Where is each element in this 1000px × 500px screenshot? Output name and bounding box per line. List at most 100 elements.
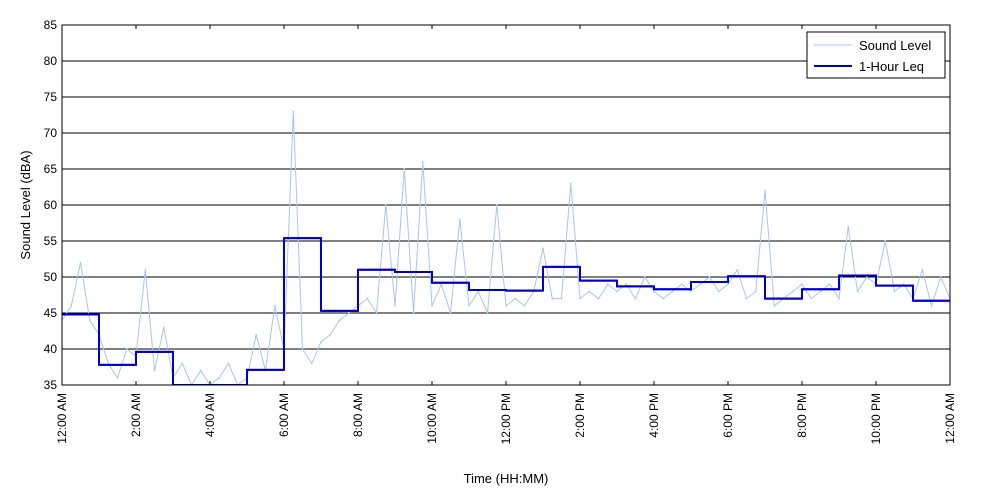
legend-label-leq: 1-Hour Leq — [859, 59, 924, 74]
sound-level-point-38 — [412, 312, 415, 314]
sound-level-point-10 — [153, 369, 156, 372]
x-tick-label-5: 10:00 AM — [425, 393, 439, 444]
sound-level-point-9 — [144, 269, 147, 271]
x-tick-label-10: 8:00 PM — [795, 393, 809, 438]
x-tick-label-9: 6:00 PM — [721, 393, 735, 438]
sound-level-point-79 — [791, 290, 794, 293]
sound-level-point-2 — [79, 261, 82, 264]
sound-level-point-54 — [560, 297, 563, 300]
sound-level-point-64 — [653, 290, 655, 293]
sound-level-point-3 — [88, 319, 91, 322]
sound-level-point-60 — [616, 290, 618, 293]
sound-level-point-35 — [384, 204, 387, 206]
sound-level-point-58 — [597, 297, 600, 300]
sound-level-point-28 — [320, 341, 322, 343]
sound-level-point-68 — [690, 290, 692, 293]
y-tick-label-60: 60 — [44, 198, 58, 212]
sound-level-point-57 — [588, 290, 591, 293]
y-tick-label-50: 50 — [44, 270, 58, 284]
x-tick-label-2: 4:00 AM — [203, 393, 217, 437]
y-axis-title: Sound Level (dBA) — [18, 150, 33, 259]
sound-level-point-91 — [902, 283, 905, 286]
sound-level-point-87 — [865, 276, 868, 278]
x-tick-label-8: 4:00 PM — [647, 393, 661, 438]
sound-level-point-66 — [671, 290, 674, 293]
sound-level-point-7 — [125, 348, 128, 350]
plot-clip-group — [62, 110, 950, 385]
sound-level-point-62 — [634, 297, 637, 300]
sound-level-point-95 — [939, 276, 942, 278]
sound-level-point-73 — [736, 269, 739, 271]
sound-level-point-76 — [764, 189, 766, 192]
y-tick-label-85: 85 — [44, 18, 58, 32]
y-tick-label-45: 45 — [44, 306, 58, 320]
sound-level-point-59 — [606, 283, 609, 286]
sound-level-point-94 — [930, 305, 933, 307]
sound-level-point-46 — [486, 312, 489, 314]
sound-level-point-31 — [347, 312, 350, 314]
sound-level-point-74 — [745, 297, 748, 300]
sound-level-point-81 — [810, 297, 813, 300]
sound-level-point-41 — [440, 283, 443, 286]
sound-level-point-52 — [542, 247, 544, 249]
sound-level-point-13 — [181, 362, 184, 365]
sound-level-point-1 — [70, 305, 73, 307]
sound-level-point-77 — [773, 305, 776, 307]
sound-level-point-53 — [551, 297, 554, 300]
sound-level-point-84 — [838, 297, 840, 300]
sound-level-point-23 — [273, 305, 276, 307]
sound-level-point-89 — [884, 240, 887, 242]
sound-level-point-34 — [375, 312, 378, 314]
legend-label-sound-level: Sound Level — [859, 38, 931, 53]
sound-level-point-17 — [218, 377, 221, 379]
sound-level-point-70 — [708, 276, 711, 278]
y-axis-ticks: 35 40 45 50 55 60 65 70 75 80 85 — [44, 18, 66, 392]
data-layer — [62, 110, 950, 385]
sound-level-point-69 — [699, 283, 702, 286]
sound-level-point-82 — [819, 290, 822, 293]
sound-level-point-39 — [421, 161, 424, 163]
sound-level-point-6 — [116, 377, 119, 379]
sound-level-point-26 — [301, 348, 304, 350]
sound-level-point-30 — [338, 319, 341, 322]
sound-level-point-67 — [680, 283, 683, 286]
legend: Sound Level 1-Hour Leq — [806, 31, 946, 79]
sound-level-point-50 — [523, 305, 526, 307]
sound-level-point-61 — [625, 283, 628, 286]
legend-box — [806, 31, 946, 79]
sound-level-point-45 — [477, 290, 480, 293]
x-tick-label-0: 12:00 AM — [55, 393, 69, 444]
sound-level-point-37 — [403, 168, 406, 170]
sound-level-point-48 — [505, 305, 507, 307]
sound-level-point-18 — [227, 362, 230, 365]
sound-level-point-5 — [107, 362, 110, 365]
sound-level-point-75 — [754, 290, 757, 293]
sound-level-point-11 — [162, 326, 165, 329]
sound-level-point-27 — [310, 362, 313, 365]
sound-level-point-43 — [458, 218, 461, 221]
x-tick-label-1: 2:00 AM — [129, 393, 143, 437]
y-tick-label-70: 70 — [44, 126, 58, 140]
sound-level-point-33 — [366, 297, 369, 300]
y-tick-label-65: 65 — [44, 162, 58, 176]
sound-level-point-80 — [801, 283, 803, 286]
sound-level-point-25 — [292, 110, 295, 113]
sound-level-point-29 — [329, 333, 332, 336]
sound-level-point-83 — [828, 283, 831, 286]
x-axis-ticks: 12:00 AM 2:00 AM 4:00 AM 6:00 AM 8:00 AM 10:0… — [55, 25, 957, 444]
y-tick-label-40: 40 — [44, 342, 58, 356]
sound-level-point-40 — [431, 305, 433, 307]
y-tick-label-55: 55 — [44, 234, 58, 248]
sound-level-point-56 — [579, 297, 581, 300]
sound-level-point-71 — [717, 290, 720, 293]
x-tick-label-3: 6:00 AM — [277, 393, 291, 437]
x-tick-label-12: 12:00 AM — [943, 393, 957, 444]
sound-level-point-44 — [468, 305, 470, 307]
sound-level-point-42 — [449, 312, 452, 314]
y-tick-label-75: 75 — [44, 90, 58, 104]
x-tick-label-6: 12:00 PM — [499, 393, 513, 444]
x-tick-label-11: 10:00 PM — [869, 393, 883, 444]
sound-level-point-93 — [921, 269, 924, 271]
